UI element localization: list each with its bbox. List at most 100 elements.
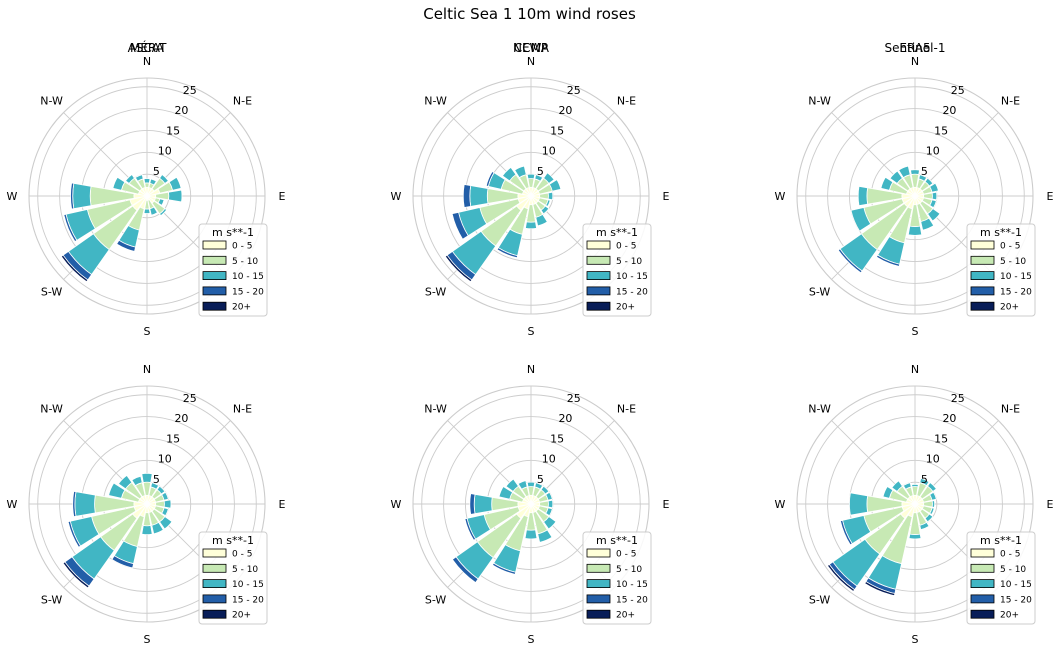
direction-label: W [391,498,402,511]
wind-bar-segment [156,485,166,495]
wind-bar-segment [469,185,489,207]
windrose-panel: NEWA 5 10 15 20 25 N N-E E S S-W W N-W m s**-1 0 - 5 5 … [391,41,670,646]
direction-label: S-W [809,285,831,298]
legend-swatch [970,301,995,311]
wind-bar-segment [149,206,159,216]
wind-bar-segment [112,176,126,191]
legend-label: 0 - 5 [232,242,252,252]
legend-swatch [970,563,995,573]
panel-title: ERA5 [899,41,930,55]
legend-label: 20+ [616,303,635,313]
wind-bar-segment [150,482,160,490]
wind-bar-segment [451,211,469,240]
direction-label: N-W [40,403,63,416]
direction-label: S [912,633,919,646]
panel-title: ASCAT [128,41,167,55]
wind-bar-segment [929,182,939,193]
direction-label: S-W [425,593,447,606]
radial-tick-label: 20 [558,412,572,425]
legend-swatch [202,271,227,281]
wind-bar-segment [462,184,472,208]
legend-swatch [586,563,611,573]
radial-tick-label: 15 [934,124,948,137]
legend-label: 10 - 15 [232,580,264,590]
wind-bar-segment [920,217,935,231]
wind-bar-segment [72,490,77,518]
wind-bar-segment [911,483,919,488]
wind-bar-segment [537,529,553,543]
legend-label: 5 - 10 [232,257,258,267]
direction-label: E [663,190,670,203]
legend-swatch [586,286,611,296]
radial-tick-label: 25 [183,84,197,97]
radial-tick-label: 5 [153,165,160,178]
wind-bar-segment [116,239,136,252]
wind-bar-segment [849,492,869,516]
legend-swatch [586,594,611,604]
wind-bar-segment [927,208,941,222]
radial-tick-label: 15 [934,432,948,445]
panel-title: CCMP [514,41,548,55]
direction-label: S-W [41,285,63,298]
wind-bar-segment [882,485,894,499]
wind-bar-segment [543,516,557,530]
legend-swatch [586,301,611,311]
panel-title: NEWA [513,41,550,55]
direction-label: E [279,190,286,203]
legend-title: m s**-1 [980,226,1022,239]
wind-bar-segment [501,166,517,182]
wind-bar-segment [548,179,562,192]
radial-tick-label: 5 [921,165,928,178]
direction-label: N [527,55,535,68]
wind-bar-segment [534,174,544,182]
direction-label: E [663,498,670,511]
direction-label: N-E [1001,95,1020,108]
figure-title: Celtic Sea 1 10m wind roses [423,5,636,23]
radial-tick-label: 10 [158,453,172,466]
wind-bar-segment [929,507,935,516]
radial-tick-label: 10 [542,145,556,158]
radial-tick-label: 20 [174,104,188,117]
radial-tick-label: 20 [174,412,188,425]
wind-bar-segment [168,189,183,203]
radial-tick-label: 20 [942,412,956,425]
wind-bar-segment [910,169,920,175]
direction-label: N [143,55,151,68]
legend-label: 10 - 15 [616,580,648,590]
legend-title: m s**-1 [596,226,638,239]
legend-swatch [586,609,611,619]
radial-tick-label: 15 [166,432,180,445]
wind-bar-segment [540,205,550,215]
radial-tick-label: 15 [550,124,564,137]
wind-bar-segment [929,491,937,501]
legend-label: 5 - 10 [232,565,258,575]
wind-bar-segment [875,254,901,267]
legend-swatch [970,609,995,619]
direction-label: S [528,325,535,338]
wind-bar-segment [163,499,172,509]
wind-bar-segment [889,170,903,184]
direction-label: S-W [41,593,63,606]
wind-bar-segment [919,477,930,487]
wind-bar-segment [159,174,169,184]
wind-bar-segment [514,165,527,179]
direction-label: N-E [233,403,252,416]
wind-bar-segment [496,247,519,259]
legend-swatch [970,594,995,604]
direction-label: W [775,498,786,511]
wind-bar-segment [444,254,473,283]
wind-bar-segment [547,191,554,201]
legend-swatch [202,579,227,588]
legend-label: 0 - 5 [1000,550,1020,560]
direction-label: S [912,325,919,338]
windrose-panel: ASCAT 5 10 15 20 25 N N-E E S S-W W N-W m s**-1 0 - 5 5… [7,41,286,338]
direction-label: N-W [424,403,447,416]
wind-bar-segment [74,491,96,517]
legend-label: 20+ [616,611,635,621]
direction-label: E [1047,498,1054,511]
wind-bar-segment [535,213,548,227]
legend-title: m s**-1 [212,226,254,239]
wind-bar-segment [929,199,937,209]
direction-label: N-E [617,403,636,416]
direction-label: N-W [424,95,447,108]
